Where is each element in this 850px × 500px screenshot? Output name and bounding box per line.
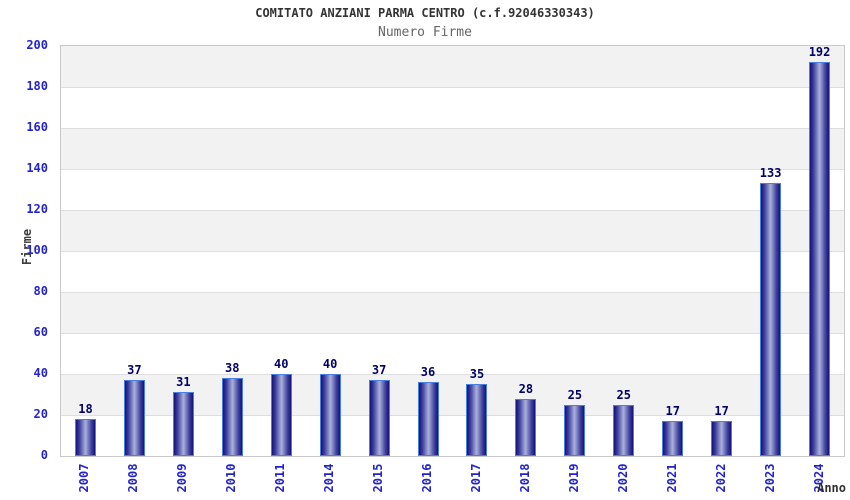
bar-value-label: 28	[518, 381, 534, 396]
x-tick-label-2021: 2021	[664, 463, 679, 493]
x-tick-label-2017: 2017	[468, 463, 483, 493]
y-tick-label: 180	[26, 79, 48, 93]
x-tick-label-2015: 2015	[371, 463, 386, 493]
y-tick-label: 160	[26, 120, 48, 134]
y-tick-label: 120	[26, 202, 48, 216]
bar-2017	[466, 384, 488, 456]
plot-area: 18 37 31 38 40 40 37 36 35 28 25 25 17 17 133 192	[60, 45, 845, 457]
y-tick-label: 60	[33, 325, 48, 339]
bar-value-label: 17	[665, 404, 680, 419]
x-tick-label-2020: 2020	[615, 463, 630, 493]
bar-2021	[662, 421, 684, 456]
bar-value-label: 192	[808, 45, 831, 60]
bar-value-label: 36	[420, 365, 436, 380]
bar-value-label: 17	[714, 404, 729, 419]
chart-subtitle: Numero Firme	[378, 25, 472, 40]
plot-band-plain	[61, 251, 844, 292]
x-tick-label-2023: 2023	[762, 463, 777, 493]
bar-2008	[123, 380, 145, 456]
x-tick-label-2008: 2008	[126, 463, 141, 493]
y-tick-label: 0	[40, 448, 48, 462]
x-tick-label-2010: 2010	[224, 463, 239, 493]
bar-value-label: 31	[176, 375, 191, 390]
x-tick-label-2019: 2019	[566, 463, 581, 493]
plot-band-plain	[61, 87, 844, 128]
bar-2010	[221, 378, 243, 456]
bar-2014	[319, 374, 341, 456]
bar-value-label: 38	[225, 361, 240, 376]
bar-2020	[613, 404, 635, 456]
x-axis-label: Anno	[817, 481, 846, 495]
bar-value-label: 25	[567, 387, 583, 402]
plot-band-shaded	[61, 128, 844, 169]
bar-2023	[760, 183, 782, 456]
y-tick-label: 40	[33, 366, 48, 380]
bar-2007	[74, 419, 96, 456]
y-tick-label: 100	[26, 243, 48, 257]
bar-value-label: 25	[616, 387, 631, 402]
bar-value-label: 40	[273, 357, 289, 371]
bar-2015	[368, 380, 390, 456]
x-tick-label-2009: 2009	[175, 463, 190, 493]
bar-value-label: 37	[371, 363, 387, 378]
y-axis-ticks: 0 20 40 60 80 100 120 140 160 180 200	[0, 38, 48, 462]
bar-value-label: 35	[469, 367, 485, 382]
y-tick-label: 20	[33, 407, 48, 421]
bar-value-label: 37	[127, 363, 142, 378]
x-axis-ticks: 2007 2008 2009 2010 2011 2014 2015 2016 2017 2018…	[60, 455, 843, 500]
x-tick-label-2016: 2016	[420, 463, 435, 493]
x-tick-label-2007: 2007	[77, 463, 92, 493]
y-tick-label: 140	[26, 161, 48, 175]
plot-band-plain	[61, 333, 844, 374]
y-tick-label: 80	[33, 284, 48, 298]
bar-value-label: 18	[78, 402, 93, 417]
bar-2009	[172, 392, 194, 456]
bar-2011	[270, 374, 292, 456]
x-tick-label-2014: 2014	[322, 463, 337, 493]
bar-value-label: 133	[759, 166, 782, 181]
plot-band-shaded	[61, 46, 844, 87]
bar-2016	[417, 382, 439, 456]
bar-2024	[809, 62, 831, 456]
y-tick-label: 200	[26, 38, 48, 52]
bar-2018	[515, 398, 537, 456]
plot-band-shaded	[61, 292, 844, 333]
bar-value-label: 40	[322, 357, 338, 371]
chart-title: COMITATO ANZIANI PARMA CENTRO (c.f.92046…	[255, 6, 595, 20]
bar-2019	[564, 404, 586, 456]
plot-band-shaded	[61, 210, 844, 251]
x-tick-label-2011: 2011	[273, 463, 288, 493]
x-tick-label-2018: 2018	[517, 463, 532, 493]
plot-band-plain	[61, 169, 844, 210]
bar-2022	[711, 421, 733, 456]
x-tick-label-2022: 2022	[713, 463, 728, 493]
